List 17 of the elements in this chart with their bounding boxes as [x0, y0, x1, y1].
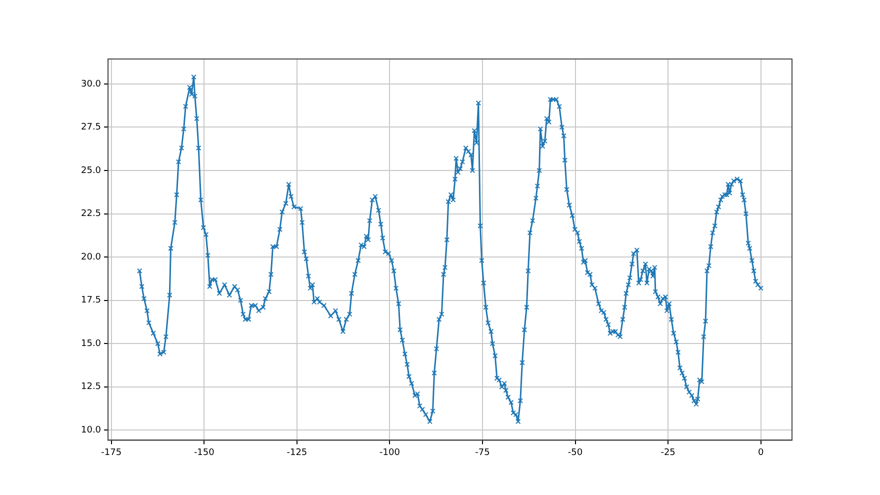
y-tick-label: 20.0: [80, 252, 102, 262]
y-tick-label: 10.0: [80, 426, 102, 436]
x-tick-label: -50: [568, 448, 583, 458]
y-tick-label: 22.5: [80, 209, 102, 220]
x-tick-label: -150: [194, 448, 215, 458]
y-tick-label: 27.5: [80, 122, 102, 133]
y-tick-label: 30.0: [80, 79, 102, 90]
x-tick-label: -175: [101, 448, 122, 458]
x-tick-label: -100: [379, 448, 400, 458]
x-tick-label: 0: [758, 448, 764, 458]
x-tick-label: -125: [286, 448, 308, 458]
x-tick-label: -25: [660, 448, 676, 458]
y-tick-label: 17.5: [80, 296, 102, 306]
y-tick-label: 15.0: [80, 338, 102, 349]
x-tick-label: -75: [475, 448, 490, 458]
y-tick-label: 25.0: [80, 166, 102, 176]
y-tick-label: 12.5: [80, 382, 102, 392]
